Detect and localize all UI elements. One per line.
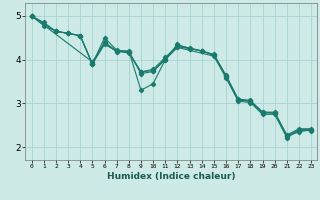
X-axis label: Humidex (Indice chaleur): Humidex (Indice chaleur) xyxy=(107,172,236,181)
